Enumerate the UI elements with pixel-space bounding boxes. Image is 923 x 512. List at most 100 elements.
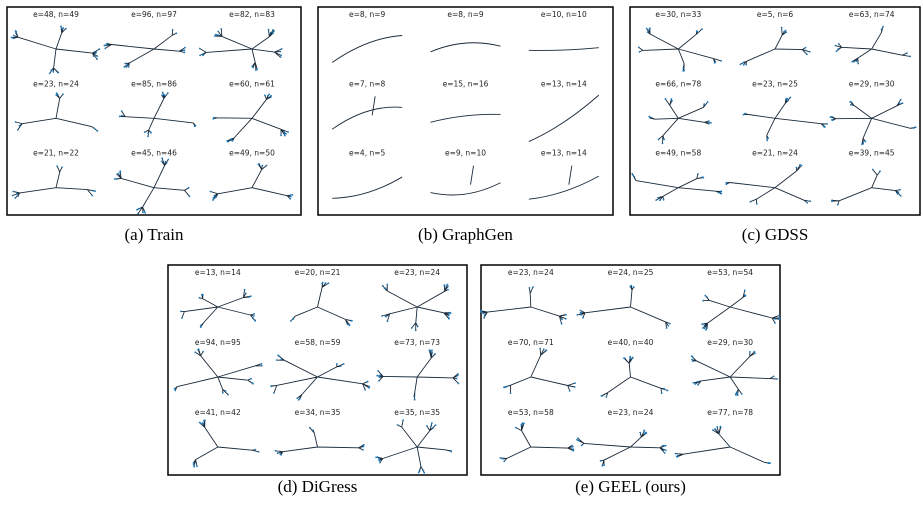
graph-node (120, 114, 123, 117)
graph-node (806, 201, 808, 204)
panel: e=13, n=14 e=20, n=21 e=23, n=24 e=94, n=95… (167, 264, 468, 476)
graph-node (431, 351, 433, 354)
graph-edges (12, 166, 96, 199)
graph-node (396, 424, 399, 426)
graph-node (212, 196, 215, 199)
graph-node (434, 424, 437, 427)
graph-node (410, 327, 413, 329)
graph-node (217, 34, 220, 36)
graph-node (744, 294, 747, 297)
graph-node (578, 439, 580, 442)
graph-node (774, 318, 777, 320)
graph-node (789, 96, 792, 99)
graph-node (564, 317, 567, 320)
graph-label: e=39, n=45 (849, 149, 895, 158)
graph-node (113, 178, 116, 180)
graph-node (682, 67, 685, 70)
graph-node (378, 459, 381, 462)
graph-node (697, 383, 699, 386)
graph-node (368, 385, 371, 388)
graph-node (193, 125, 196, 128)
graph-node (364, 388, 367, 391)
graph-node (629, 357, 632, 360)
graph-label: e=35, n=35 (394, 408, 440, 417)
graph-node (248, 296, 251, 298)
graph-node (289, 195, 292, 198)
graph-edges (528, 94, 600, 142)
graph-label: e=48, n=49 (33, 10, 79, 19)
graph-node (701, 176, 704, 179)
graph-node (701, 323, 704, 326)
graph-node (91, 194, 94, 197)
graph-node (577, 437, 579, 440)
graph-node (829, 116, 832, 118)
graph-node (423, 471, 426, 474)
graph-node (795, 166, 798, 169)
graph-node (202, 350, 204, 353)
graph-node (447, 285, 449, 288)
graph-node (104, 44, 107, 47)
graph-node (745, 63, 748, 66)
graph-node (194, 351, 197, 354)
graph-node (668, 322, 671, 325)
graph-node (183, 51, 186, 54)
graph-node (623, 357, 625, 360)
graph-node (220, 28, 223, 30)
graph-label: e=73, n=73 (394, 338, 440, 347)
graph-node (164, 160, 167, 163)
graph-label: e=15, n=16 (443, 79, 489, 88)
graph-node (197, 348, 200, 351)
graph-node (199, 54, 202, 57)
graph-node (692, 382, 695, 384)
graph-node (739, 63, 742, 66)
graph-node (402, 419, 404, 422)
graph-node (378, 376, 381, 379)
graph-node (48, 72, 51, 75)
graph-node (215, 196, 218, 198)
graph-node (898, 102, 901, 104)
graph-node (601, 464, 604, 467)
graph-edges (290, 282, 352, 326)
graph-node (125, 66, 128, 68)
graph-node (289, 197, 292, 200)
graph-node (849, 103, 852, 106)
graph-label: e=30, n=33 (655, 10, 701, 19)
graph-node (254, 319, 256, 322)
graph-node (482, 312, 484, 315)
graph-node (663, 452, 666, 454)
graph-node (906, 52, 908, 55)
graph-node (643, 431, 645, 433)
graph-node (285, 133, 287, 135)
graph-node (576, 314, 579, 316)
graph-node (714, 428, 716, 430)
graph-node (837, 48, 839, 51)
graph-node (137, 212, 140, 215)
graph-label: e=8, n=9 (349, 10, 385, 19)
graph-edges (331, 96, 403, 130)
graph-node (366, 380, 369, 383)
graph-node (455, 377, 458, 380)
graph-node (649, 27, 651, 30)
graph-node (106, 42, 109, 45)
graph-node (377, 370, 379, 372)
graph-node (742, 61, 745, 64)
graph-node (787, 99, 789, 102)
graph-node (12, 190, 15, 193)
graph-node (272, 29, 274, 31)
graph-node (824, 126, 826, 128)
graph-node (280, 134, 282, 137)
graph-node (414, 329, 417, 332)
graph-node (251, 65, 254, 68)
graph-label: e=13, n=14 (541, 149, 587, 158)
panel-caption: (d) DiGress (278, 477, 358, 496)
graph-node (120, 110, 123, 113)
graph-node (94, 190, 96, 193)
panel-caption: (b) GraphGen (418, 225, 513, 244)
graph-node (707, 120, 710, 122)
graph-label: e=53, n=58 (508, 408, 554, 417)
graph-node (192, 462, 195, 464)
graph-node (336, 363, 338, 365)
graph-node (582, 316, 584, 319)
graph-node (853, 60, 855, 63)
graph-node (209, 190, 212, 193)
